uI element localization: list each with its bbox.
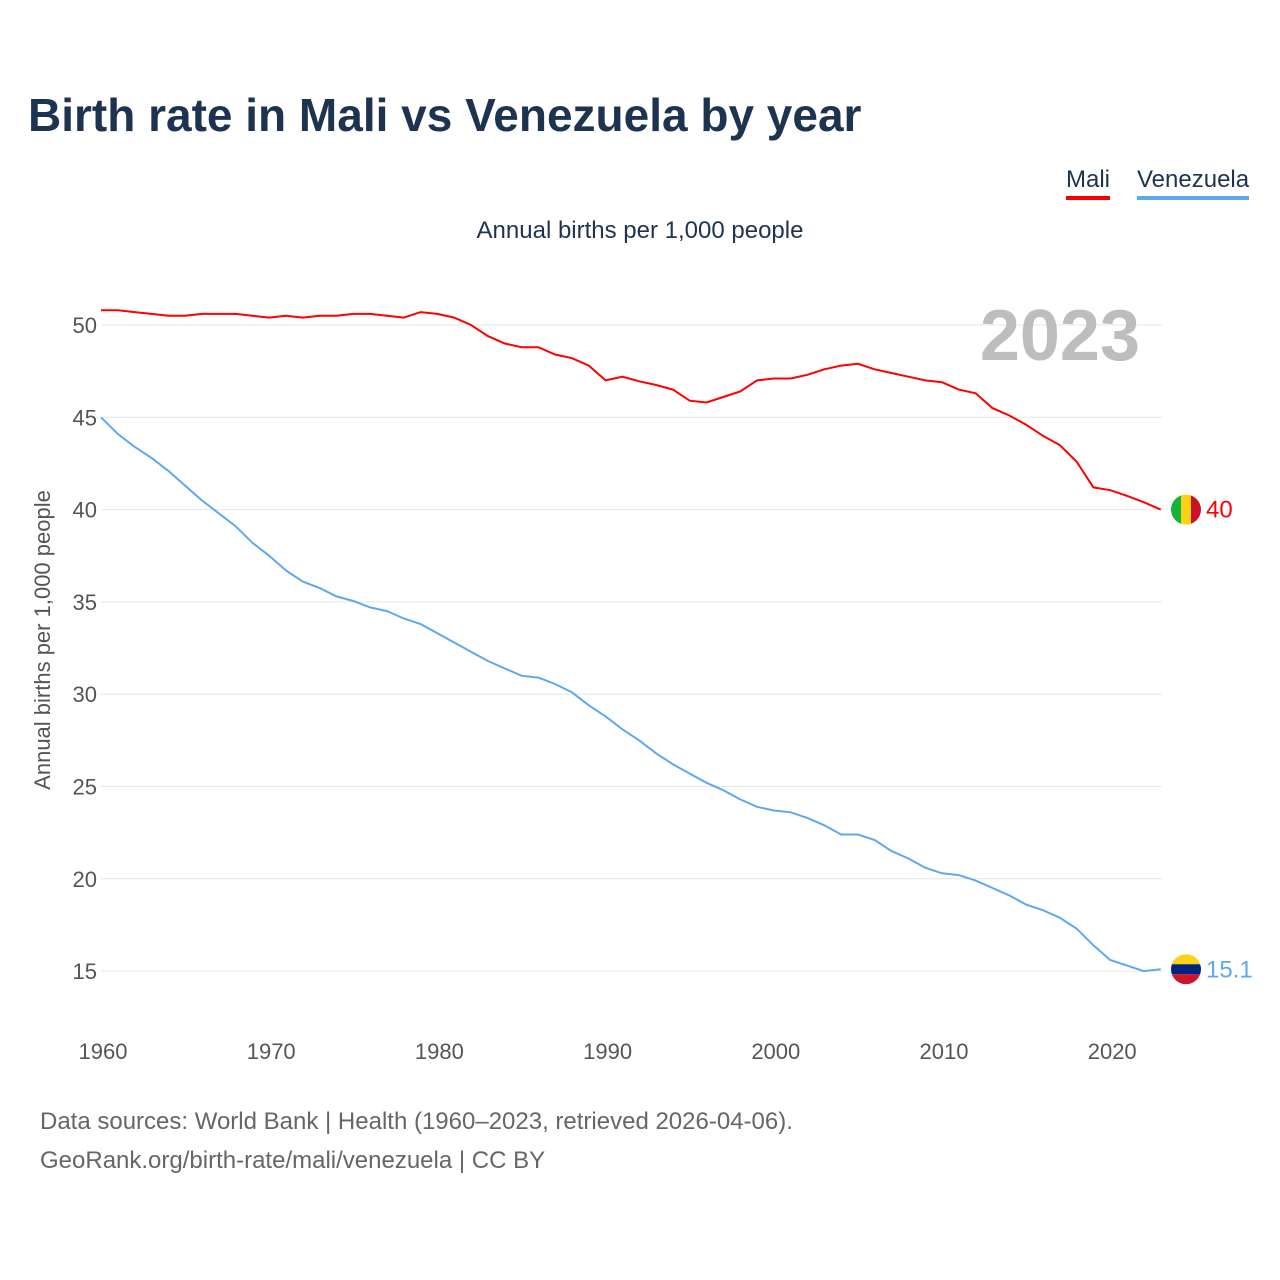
x-tick-label: 2020 <box>1088 1039 1137 1064</box>
series-line-venezuela <box>100 416 1161 973</box>
x-tick-label: 1960 <box>79 1039 128 1064</box>
y-tick-label: 40 <box>73 498 97 523</box>
flag-icon-mali <box>1171 494 1201 525</box>
flag-icon-venezuela <box>1171 954 1201 985</box>
y-tick-label: 50 <box>73 313 97 338</box>
series-line-mali <box>101 309 1162 511</box>
year-label: 2023 <box>980 296 1140 376</box>
legend-item-mali[interactable]: Mali <box>1066 166 1111 200</box>
x-tick-label: 2000 <box>751 1039 800 1064</box>
x-tick-label: 1970 <box>247 1039 296 1064</box>
x-tick-label: 1990 <box>583 1039 632 1064</box>
legend-item-venezuela[interactable]: Venezuela <box>1137 166 1250 200</box>
x-tick-label: 1980 <box>415 1039 464 1064</box>
end-value-label-venezuela: 15.1 <box>1206 956 1253 983</box>
source-text: Data sources: World Bank | Health (1960–… <box>40 1108 793 1135</box>
y-tick-label: 45 <box>73 405 97 430</box>
y-tick-label: 25 <box>73 775 97 800</box>
source-url: GeoRank.org/birth-rate/mali/venezuela | … <box>40 1147 546 1174</box>
y-tick-label: 20 <box>73 867 97 892</box>
y-axis-label: Annual births per 1,000 people <box>30 490 55 790</box>
x-tick-label: 2010 <box>920 1039 969 1064</box>
chart-title: Birth rate in Mali vs Venezuela by year <box>28 89 862 141</box>
chart-subtitle: Annual births per 1,000 people <box>476 217 804 244</box>
end-value-label-mali: 40 <box>1206 497 1233 524</box>
y-tick-label: 15 <box>73 959 97 984</box>
y-tick-label: 35 <box>73 590 97 615</box>
y-tick-label: 30 <box>73 682 97 707</box>
